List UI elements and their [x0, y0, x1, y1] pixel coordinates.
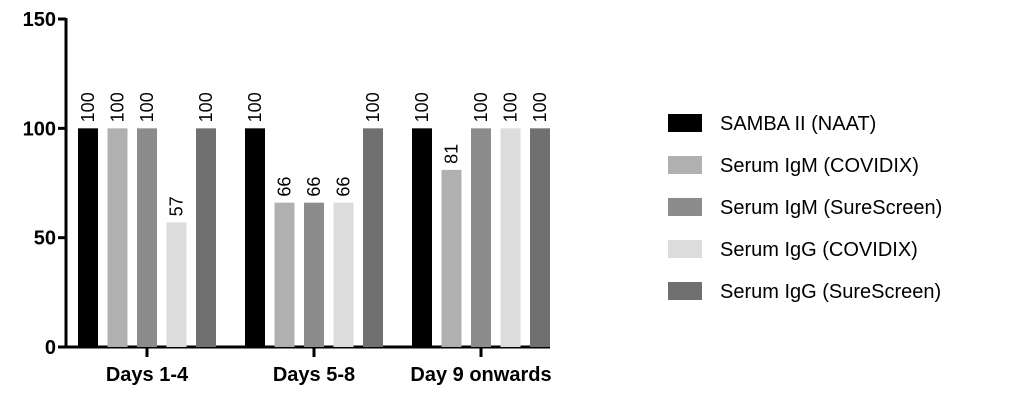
- y-tick-label: 50: [34, 228, 56, 250]
- legend-swatch: [668, 198, 702, 216]
- data-label: 66: [275, 177, 295, 197]
- data-label: 100: [196, 92, 216, 122]
- x-tick-label: Day 9 onwards: [410, 364, 551, 386]
- bar: [166, 222, 187, 347]
- data-label: 66: [304, 177, 324, 197]
- data-label: 66: [334, 177, 354, 197]
- bar: [245, 128, 265, 347]
- data-label: 100: [137, 92, 157, 122]
- data-label: 81: [442, 144, 462, 164]
- y-tick-label: 100: [23, 118, 56, 140]
- legend-swatch: [668, 156, 702, 174]
- bar: [530, 128, 550, 347]
- bar: [363, 128, 383, 347]
- legend-label: Serum IgM (SureScreen): [720, 197, 942, 219]
- legend-label: Serum IgG (COVIDIX): [720, 239, 918, 261]
- bar: [333, 202, 354, 347]
- bar: [196, 128, 216, 347]
- legend-label: Serum IgG (SureScreen): [720, 281, 941, 303]
- data-label: 100: [363, 92, 383, 122]
- bar: [471, 128, 491, 347]
- data-label: 100: [108, 92, 128, 122]
- data-label: 100: [530, 92, 550, 122]
- legend-swatch: [668, 282, 702, 300]
- data-label: 100: [471, 92, 491, 122]
- data-label: 100: [245, 92, 265, 122]
- legend: SAMBA II (NAAT) Serum IgM (COVIDIX) Serum …: [668, 113, 942, 303]
- bar: [441, 169, 462, 347]
- bar: [412, 128, 432, 347]
- bar: [274, 202, 295, 347]
- x-tick-label: Days 1-4: [106, 364, 189, 386]
- legend-label: Serum IgM (COVIDIX): [720, 155, 919, 177]
- legend-swatch: [668, 240, 702, 258]
- x-tick-label: Days 5-8: [273, 364, 355, 386]
- y-tick-label: 0: [45, 337, 56, 359]
- bar: [304, 202, 324, 347]
- legend-label: SAMBA II (NAAT): [720, 113, 876, 135]
- data-label: 57: [167, 196, 187, 216]
- y-tick-label: 150: [23, 9, 56, 31]
- bars: 100 100 100 57 100 100 66 66 66 100 100 81 100 100 100: [78, 92, 550, 347]
- bar: [107, 128, 128, 347]
- data-label: 100: [501, 92, 521, 122]
- bar: [500, 128, 521, 347]
- axes: 0 50 100 150 Days 1-4 Days 5-8 Day 9 onwards: [23, 9, 552, 386]
- bar: [137, 128, 157, 347]
- bar: [78, 128, 98, 347]
- data-label: 100: [78, 92, 98, 122]
- legend-swatch: [668, 114, 702, 132]
- data-label: 100: [412, 92, 432, 122]
